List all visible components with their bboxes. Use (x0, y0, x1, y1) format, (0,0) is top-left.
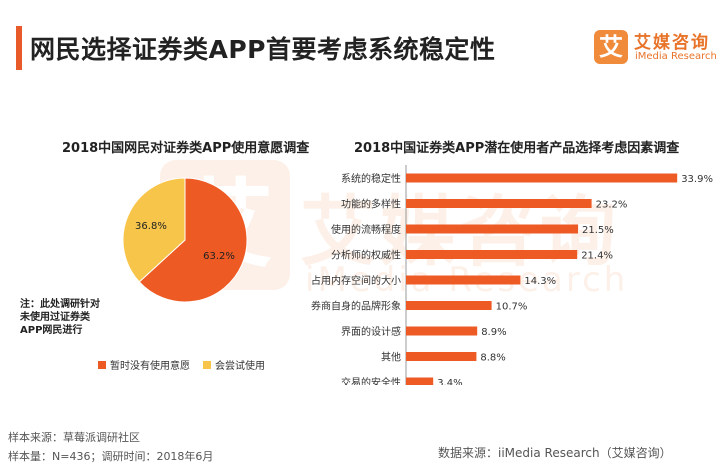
sample-info: 样本量：N=436；调研时间：2018年6月 (8, 450, 214, 463)
bar-8 (406, 377, 434, 385)
bar-chart-title: 2018中国证券类APP潜在使用者产品选择考虑因素调查 (354, 141, 680, 156)
bar-value-label-1: 23.2% (596, 200, 628, 211)
logo-cn-text: 艾媒咨询 (634, 33, 710, 53)
bar-value-label-8: 3.4% (437, 378, 462, 385)
bar-1 (406, 199, 592, 208)
bar-value-label-5: 10.7% (496, 302, 528, 313)
bar-category-label-5: 券商自身的品牌形象 (311, 300, 401, 313)
pie-data-label-0: 63.2% (203, 251, 235, 262)
title-accent-bar (16, 26, 22, 70)
bar-0 (406, 173, 678, 183)
pie-data-label-1: 36.8% (135, 221, 167, 232)
bar-4 (406, 275, 521, 285)
bar-value-label-2: 21.5% (582, 225, 614, 236)
bar-category-label-7: 其他 (381, 351, 401, 364)
bar-value-label-6: 8.9% (481, 327, 506, 338)
bar-2 (406, 224, 578, 234)
legend-swatch (98, 360, 106, 369)
bar-value-label-7: 8.8% (480, 353, 505, 364)
pie-slice-0 (138, 177, 248, 303)
legend-swatch (203, 360, 211, 369)
bar-value-label-3: 21.4% (581, 251, 613, 262)
bar-7 (406, 352, 477, 361)
bar-category-label-0: 系统的稳定性 (341, 172, 401, 185)
legend-item-no-intention: 暂时没有使用意愿 (98, 357, 190, 372)
bar-category-label-3: 分析师的权威性 (331, 249, 401, 262)
sample-source: 样本来源：草莓派调研社区 (8, 431, 140, 444)
legend-item-will-try: 会尝试使用 (203, 357, 265, 372)
legend-label: 会尝试使用 (215, 361, 265, 372)
bar-6 (406, 326, 478, 336)
bar-5 (406, 301, 492, 310)
logo-mark: 艾 (594, 30, 628, 64)
legend-label: 暂时没有使用意愿 (110, 361, 190, 372)
bar-chart: 系统的稳定性 33.9% 功能的多样性 23.2% 使用的流畅程度 21.5% 分析师的权威… (311, 165, 713, 385)
logo-en-text: iMedia Research (635, 51, 717, 62)
bar-3 (406, 250, 578, 259)
bar-category-label-6: 界面的设计感 (341, 325, 401, 338)
bar-value-label-0: 33.9% (681, 174, 713, 185)
pie-chart-title: 2018中国网民对证券类APP使用意愿调查 (62, 141, 310, 156)
bar-category-label-4: 占用内存空间的大小 (311, 274, 401, 287)
bar-category-label-1: 功能的多样性 (341, 198, 401, 211)
pie-chart: 63.2% 36.8% (122, 177, 248, 303)
imedia-logo: 艾 艾媒咨询 iMedia Research (594, 26, 717, 72)
bar-category-label-8: 交易的安全性 (341, 376, 401, 385)
page-title: 网民选择证券类APP首要考虑系统稳定性 (30, 35, 496, 64)
pie-note: 注：此处调研针对未使用过证券类APP网民进行 (20, 299, 100, 336)
pie-slice-1 (122, 177, 186, 283)
data-source: 数据来源：iiMedia Research（艾媒咨询） (438, 446, 672, 460)
bar-value-label-4: 14.3% (524, 276, 556, 287)
bar-category-label-2: 使用的流畅程度 (331, 223, 401, 236)
